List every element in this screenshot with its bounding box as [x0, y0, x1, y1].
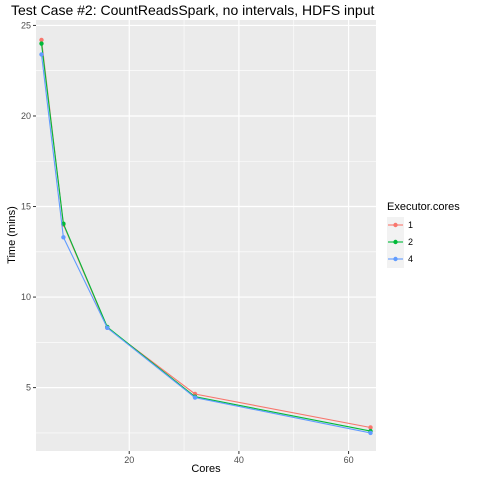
- plot-panel: [36, 20, 376, 451]
- y-axis-label: Time (mins): [6, 206, 18, 264]
- legend: Executor.cores 1 2 4: [387, 201, 460, 268]
- legend-key-point: [393, 239, 398, 245]
- x-tick-label: 60: [344, 455, 354, 465]
- legend-title: Executor.cores: [387, 201, 460, 213]
- series-4: [39, 52, 373, 436]
- data-point: [368, 430, 373, 436]
- data-point: [61, 235, 66, 240]
- data-point: [39, 37, 44, 43]
- x-tick-label: 40: [234, 455, 244, 465]
- legend-key-point: [393, 256, 398, 262]
- legend-label: 1: [408, 220, 413, 230]
- x-tick-label: 20: [124, 455, 134, 465]
- legend-label: 4: [408, 254, 413, 264]
- y-tick-label: 20: [21, 111, 31, 121]
- data-point: [368, 425, 373, 430]
- legend-items: 1 2 4: [387, 217, 413, 268]
- y-tick-label: 15: [21, 202, 31, 212]
- y-axis-ticks: 5 10 15 20 25: [21, 20, 36, 393]
- x-axis-label: Cores: [191, 463, 221, 475]
- y-tick-label: 10: [21, 292, 31, 302]
- legend-label: 2: [408, 237, 413, 247]
- x-axis-ticks: 20 40 60: [124, 451, 354, 465]
- data-point: [39, 52, 44, 57]
- y-tick-label: 25: [21, 20, 31, 30]
- data-point: [105, 325, 110, 331]
- chart-title: Test Case #2: CountReadsSpark, no interv…: [11, 2, 375, 18]
- y-tick-label: 5: [26, 383, 31, 393]
- data-point: [192, 395, 198, 400]
- series-layer: [39, 37, 373, 436]
- legend-key-point: [393, 222, 398, 228]
- data-point: [39, 41, 44, 46]
